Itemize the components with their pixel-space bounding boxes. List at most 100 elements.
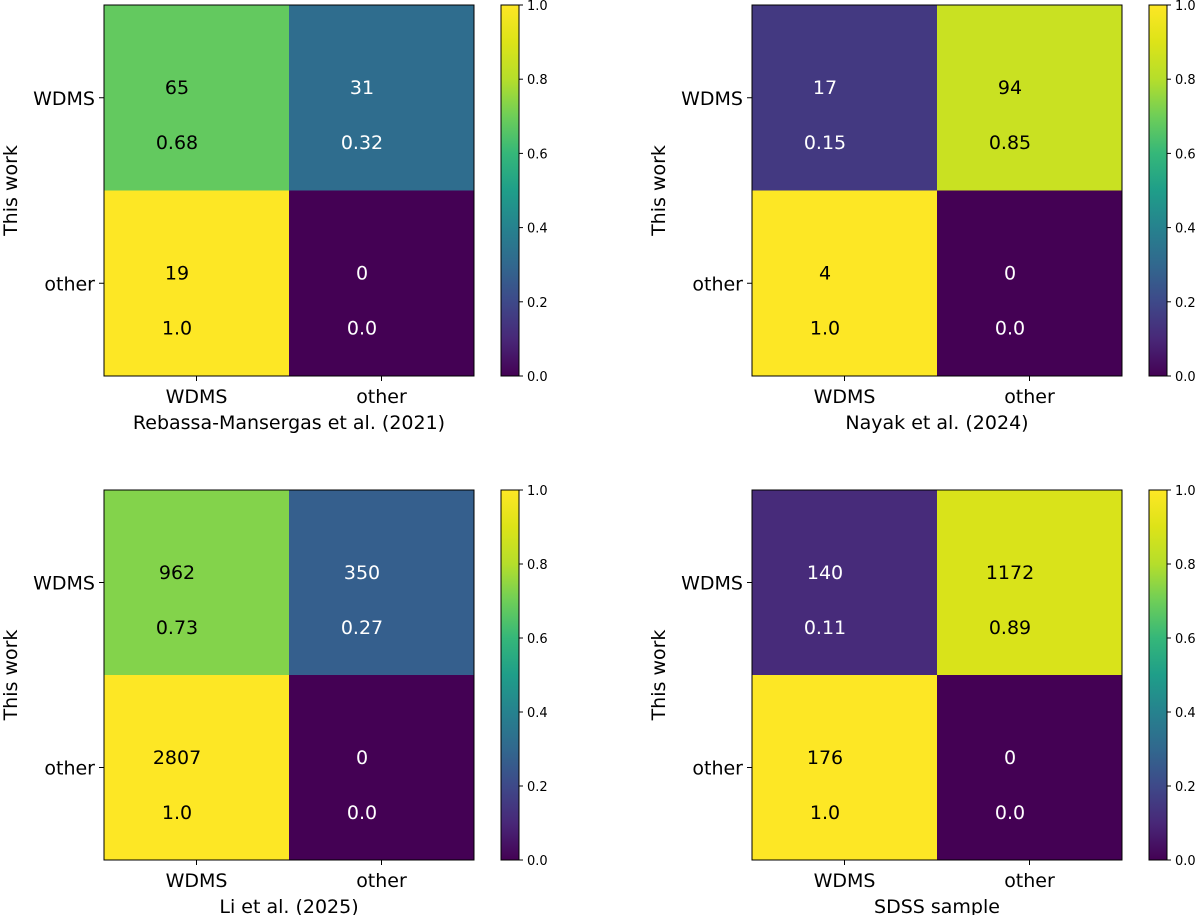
x-tick-label: other bbox=[1004, 386, 1055, 408]
x-axis-label: SDSS sample bbox=[874, 896, 1000, 915]
cell-count-r0-c0: 65 bbox=[165, 77, 189, 99]
colorbar bbox=[500, 489, 520, 861]
cell-count-r0-c1: 31 bbox=[350, 77, 374, 99]
x-tick-label: other bbox=[1004, 870, 1055, 892]
axes-frame bbox=[103, 4, 475, 377]
cell-r1-c1 bbox=[289, 190, 474, 376]
cell-r0-c0 bbox=[104, 490, 289, 675]
colorbar-tick-label: 0.8 bbox=[527, 558, 548, 573]
colorbar-tick-label: 1.0 bbox=[1175, 0, 1196, 14]
cell-count-r1-c0: 19 bbox=[165, 263, 189, 285]
y-tick-label: other bbox=[44, 273, 95, 295]
colorbar-tick-label: 0.0 bbox=[1175, 370, 1196, 385]
cell-r1-c0 bbox=[752, 190, 937, 376]
cell-fraction-r0-c0: 0.73 bbox=[156, 617, 198, 639]
cell-fraction-r1-c0: 1.0 bbox=[810, 802, 840, 824]
cell-fraction-r1-c0: 1.0 bbox=[162, 318, 192, 340]
x-tick-label: WDMS bbox=[166, 870, 228, 892]
cell-r0-c1 bbox=[937, 5, 1122, 191]
y-tick-label: WDMS bbox=[33, 88, 95, 110]
cell-fraction-r0-c1: 0.89 bbox=[989, 617, 1031, 639]
x-tick-label: other bbox=[356, 870, 407, 892]
colorbar-tick-label: 0.2 bbox=[527, 780, 548, 795]
axes-frame bbox=[103, 489, 475, 861]
matrix-panel-1: 65 0.68 31 0.32 19 1.0 0 0.0 WDMS other WDMS other R… bbox=[0, 0, 548, 434]
cell-r1-c1 bbox=[937, 190, 1122, 376]
colorbar-tick-label: 1.0 bbox=[527, 484, 548, 499]
cell-fraction-r1-c1: 0.0 bbox=[347, 802, 377, 824]
cell-fraction-r0-c1: 0.85 bbox=[989, 132, 1031, 154]
y-tick-label: other bbox=[692, 758, 743, 780]
colorbar-tick-label: 0.8 bbox=[527, 73, 548, 88]
cell-fraction-r1-c1: 0.0 bbox=[995, 318, 1025, 340]
cell-fraction-r0-c1: 0.32 bbox=[341, 132, 383, 154]
cell-count-r1-c1: 0 bbox=[356, 747, 368, 769]
x-tick-label: WDMS bbox=[814, 386, 876, 408]
cell-r1-c1 bbox=[289, 675, 474, 860]
matrix-panel-2: 17 0.15 94 0.85 4 1.0 0 0.0 WDMS other WDMS other Na… bbox=[648, 0, 1196, 434]
cell-r0-c1 bbox=[289, 5, 474, 191]
cell-count-r0-c0: 140 bbox=[807, 562, 843, 584]
cell-count-r0-c1: 1172 bbox=[986, 562, 1034, 584]
colorbar-tick-label: 0.4 bbox=[527, 222, 548, 237]
colorbar-tick-label: 0.6 bbox=[527, 147, 548, 162]
cell-count-r0-c1: 94 bbox=[998, 77, 1022, 99]
colorbar-tick-label: 1.0 bbox=[1175, 484, 1196, 499]
colorbar-tick-label: 0.8 bbox=[1175, 558, 1196, 573]
x-tick-label: other bbox=[356, 386, 407, 408]
cell-fraction-r0-c0: 0.11 bbox=[804, 617, 846, 639]
cell-r1-c0 bbox=[104, 190, 289, 376]
cell-r0-c0 bbox=[752, 490, 937, 675]
cell-count-r1-c0: 176 bbox=[807, 747, 843, 769]
cell-count-r1-c0: 2807 bbox=[153, 747, 201, 769]
colorbar bbox=[1148, 4, 1168, 377]
x-tick-label: WDMS bbox=[166, 386, 228, 408]
cell-r1-c0 bbox=[752, 675, 937, 860]
cell-r0-c1 bbox=[289, 490, 474, 675]
colorbar bbox=[500, 4, 520, 377]
colorbar-tick-label: 0.2 bbox=[1175, 780, 1196, 795]
y-axis-label: This work bbox=[648, 145, 670, 237]
colorbar-tick-label: 0.0 bbox=[527, 370, 548, 385]
cell-count-r1-c1: 0 bbox=[1004, 747, 1016, 769]
cell-fraction-r0-c0: 0.15 bbox=[804, 132, 846, 154]
y-axis-label: This work bbox=[648, 630, 670, 722]
cell-count-r0-c0: 17 bbox=[813, 77, 837, 99]
y-tick-label: WDMS bbox=[681, 88, 743, 110]
colorbar-tick-label: 0.6 bbox=[527, 632, 548, 647]
axes-frame bbox=[751, 489, 1123, 861]
axes-frame bbox=[751, 4, 1123, 377]
y-tick-label: WDMS bbox=[33, 573, 95, 595]
cell-r0-c0 bbox=[752, 5, 937, 191]
matrix-panel-4: 140 0.11 1172 0.89 176 1.0 0 0.0 WDMS other WDMS ot… bbox=[648, 484, 1196, 915]
x-axis-label: Rebassa-Mansergas et al. (2021) bbox=[133, 412, 445, 434]
y-axis-label: This work bbox=[0, 145, 22, 237]
cell-fraction-r0-c1: 0.27 bbox=[341, 617, 383, 639]
colorbar-tick-label: 0.4 bbox=[527, 706, 548, 721]
y-axis-label: This work bbox=[0, 630, 22, 722]
cell-r0-c1 bbox=[937, 490, 1122, 675]
x-axis-label: Nayak et al. (2024) bbox=[845, 412, 1028, 434]
cell-fraction-r0-c0: 0.68 bbox=[156, 132, 198, 154]
colorbar-tick-label: 0.6 bbox=[1175, 147, 1196, 162]
cell-fraction-r1-c1: 0.0 bbox=[995, 802, 1025, 824]
y-tick-label: WDMS bbox=[681, 573, 743, 595]
colorbar-tick-label: 0.6 bbox=[1175, 632, 1196, 647]
matrix-panel-3: 962 0.73 350 0.27 2807 1.0 0 0.0 WDMS other WDMS ot… bbox=[0, 484, 548, 915]
cell-count-r1-c0: 4 bbox=[819, 263, 831, 285]
colorbar-tick-label: 0.4 bbox=[1175, 706, 1196, 721]
colorbar-tick-label: 1.0 bbox=[527, 0, 548, 14]
cell-r0-c0 bbox=[104, 5, 289, 191]
cell-fraction-r1-c1: 0.0 bbox=[347, 318, 377, 340]
x-axis-label: Li et al. (2025) bbox=[219, 896, 358, 915]
cell-count-r1-c1: 0 bbox=[356, 263, 368, 285]
colorbar-tick-label: 0.0 bbox=[1175, 854, 1196, 869]
colorbar-tick-label: 0.8 bbox=[1175, 73, 1196, 88]
colorbar-tick-label: 0.4 bbox=[1175, 222, 1196, 237]
cell-fraction-r1-c0: 1.0 bbox=[810, 318, 840, 340]
y-tick-label: other bbox=[44, 758, 95, 780]
colorbar-tick-label: 0.0 bbox=[527, 854, 548, 869]
cell-count-r0-c0: 962 bbox=[159, 562, 195, 584]
cell-count-r1-c1: 0 bbox=[1004, 263, 1016, 285]
